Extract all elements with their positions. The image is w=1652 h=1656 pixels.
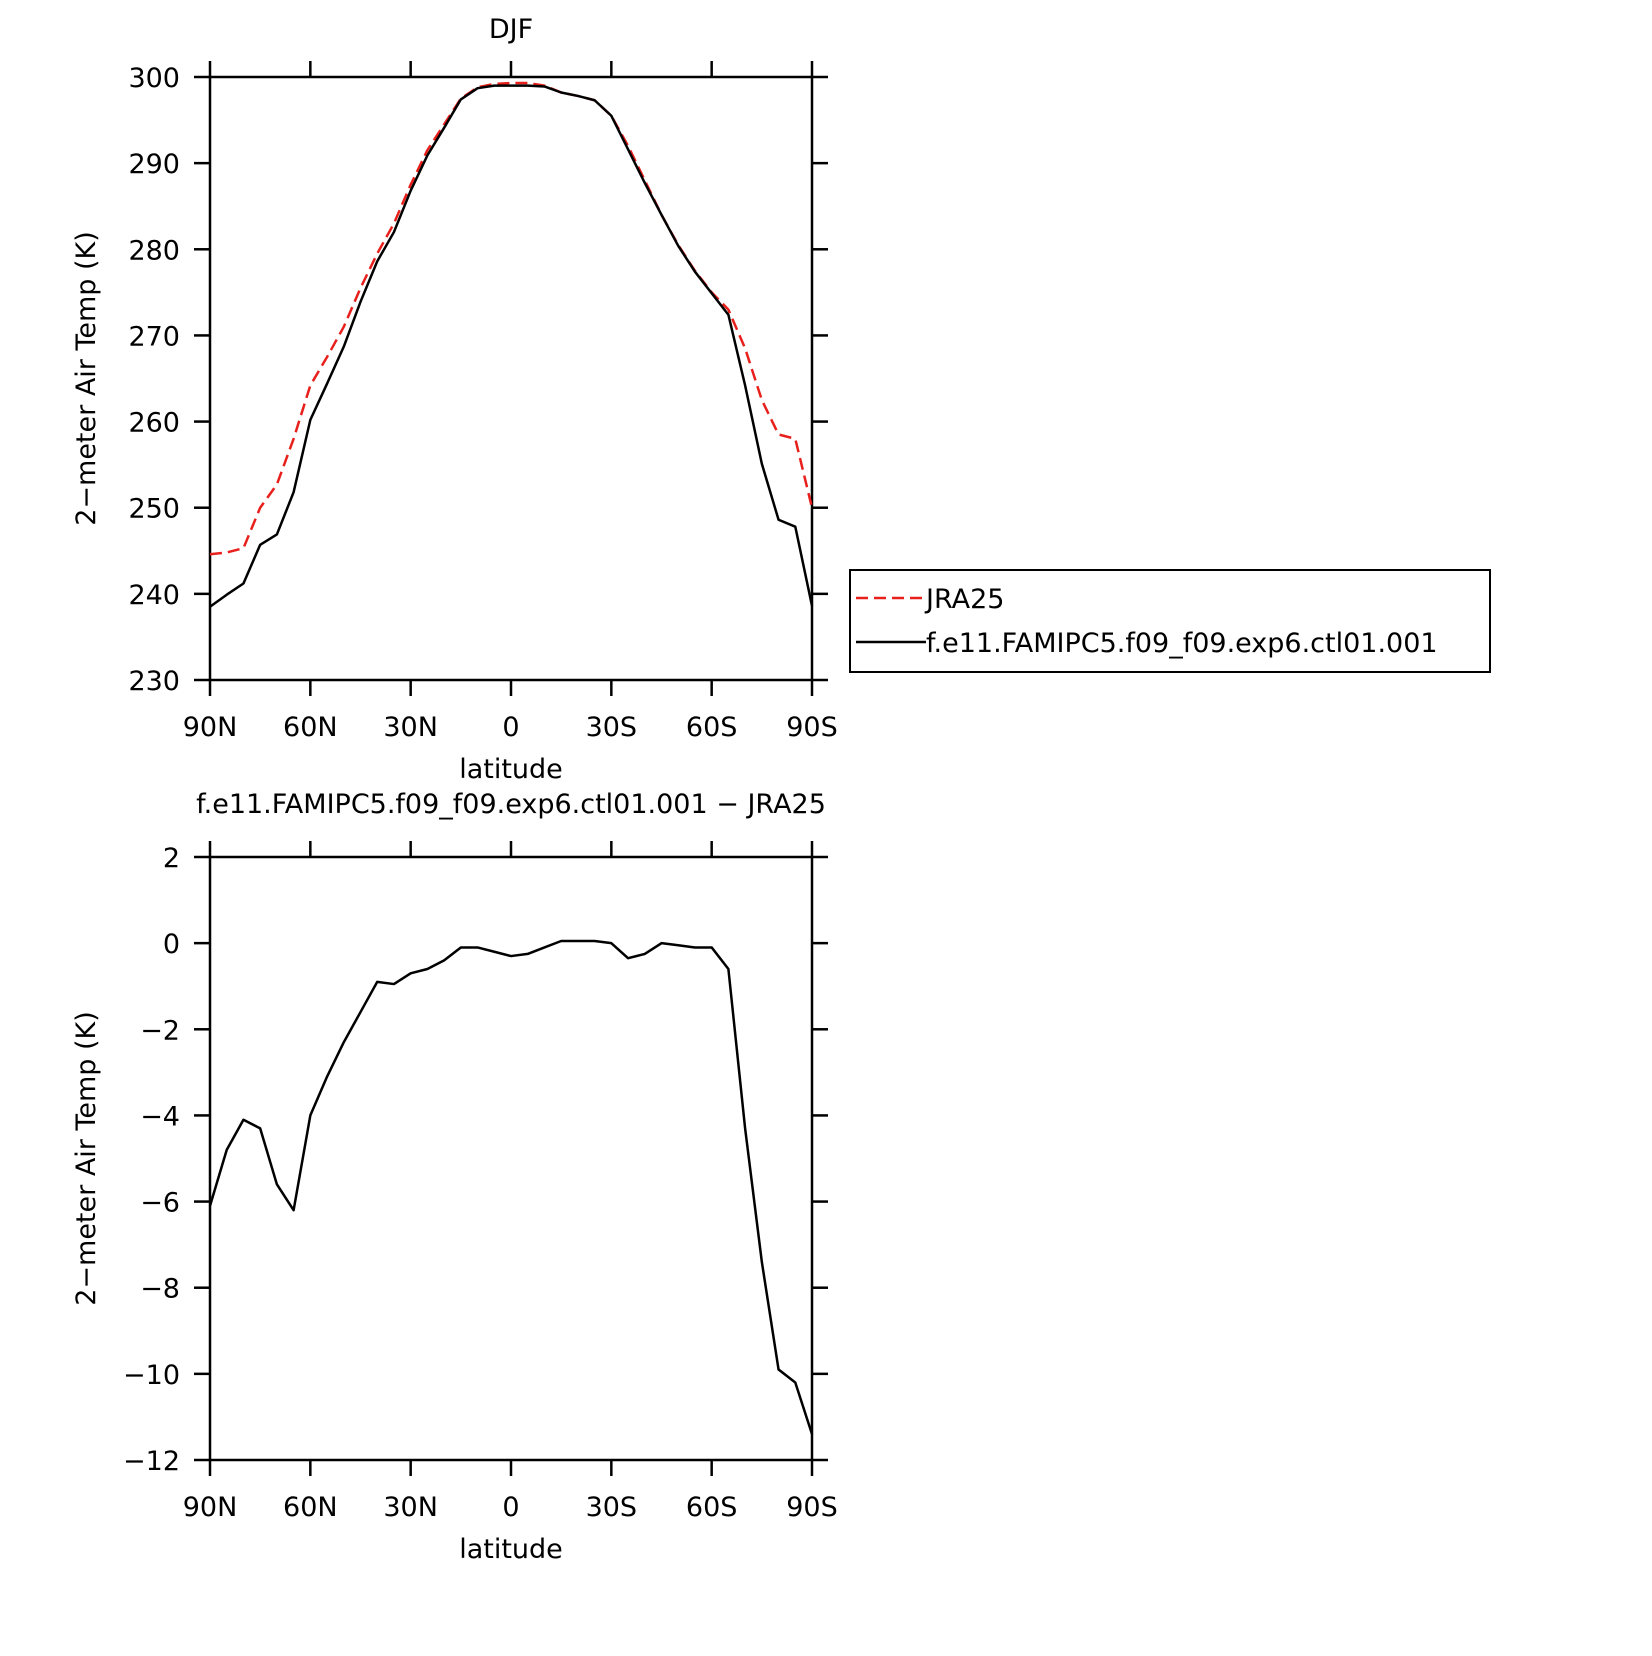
data-line — [208, 939, 814, 1435]
y-tick-label: 230 — [128, 666, 180, 697]
x-tick-label: 60S — [686, 712, 738, 743]
y-tick-label: 250 — [128, 494, 180, 525]
y-tick-label: −8 — [140, 1274, 180, 1305]
y-tick-label: 260 — [128, 408, 180, 439]
y-tick-label: −10 — [123, 1360, 180, 1391]
y-tick-label: 240 — [128, 580, 180, 611]
x-tick-label: 30S — [586, 712, 638, 743]
y-tick-label: 290 — [128, 149, 180, 180]
data-line — [209, 84, 814, 608]
data-line — [209, 81, 814, 556]
x-tick-label: 60S — [686, 1492, 738, 1523]
x-tick-label: 60N — [283, 1492, 338, 1523]
plot-frame — [208, 855, 814, 1462]
x-axis-label: latitude — [459, 754, 563, 785]
y-tick-label: 300 — [128, 63, 180, 94]
x-tick-label: 90N — [183, 1492, 238, 1523]
y-tick-label: −4 — [140, 1101, 180, 1132]
x-tick-label: 0 — [502, 712, 519, 743]
x-tick-label: 90S — [786, 1492, 838, 1523]
plot-frame — [208, 75, 814, 682]
y-tick-label: 280 — [128, 235, 180, 266]
x-axis-label: latitude — [459, 1534, 563, 1565]
y-tick-label: −12 — [123, 1446, 180, 1477]
x-tick-label: 30S — [586, 1492, 638, 1523]
y-axis-label: 2−meter Air Temp (K) — [71, 1011, 102, 1306]
x-tick-label: 60N — [283, 712, 338, 743]
y-axis-label: 2−meter Air Temp (K) — [71, 231, 102, 526]
x-tick-label: 30N — [383, 712, 438, 743]
y-tick-label: 2 — [163, 843, 180, 874]
y-tick-label: 0 — [163, 929, 180, 960]
chart-title: DJF — [489, 14, 533, 45]
legend-label: JRA25 — [924, 584, 1004, 615]
y-tick-label: 270 — [128, 321, 180, 352]
y-tick-label: −6 — [140, 1188, 180, 1219]
x-tick-label: 90S — [786, 712, 838, 743]
x-tick-label: 30N — [383, 1492, 438, 1523]
chart-title: f.e11.FAMIPC5.f09_f09.exp6.ctl01.001 − J… — [196, 789, 826, 820]
x-tick-label: 90N — [183, 712, 238, 743]
x-tick-label: 0 — [502, 1492, 519, 1523]
y-tick-label: −2 — [140, 1015, 180, 1046]
legend-box — [849, 569, 1491, 673]
legend-label: f.e11.FAMIPC5.f09_f09.exp6.ctl01.001 — [926, 628, 1438, 659]
